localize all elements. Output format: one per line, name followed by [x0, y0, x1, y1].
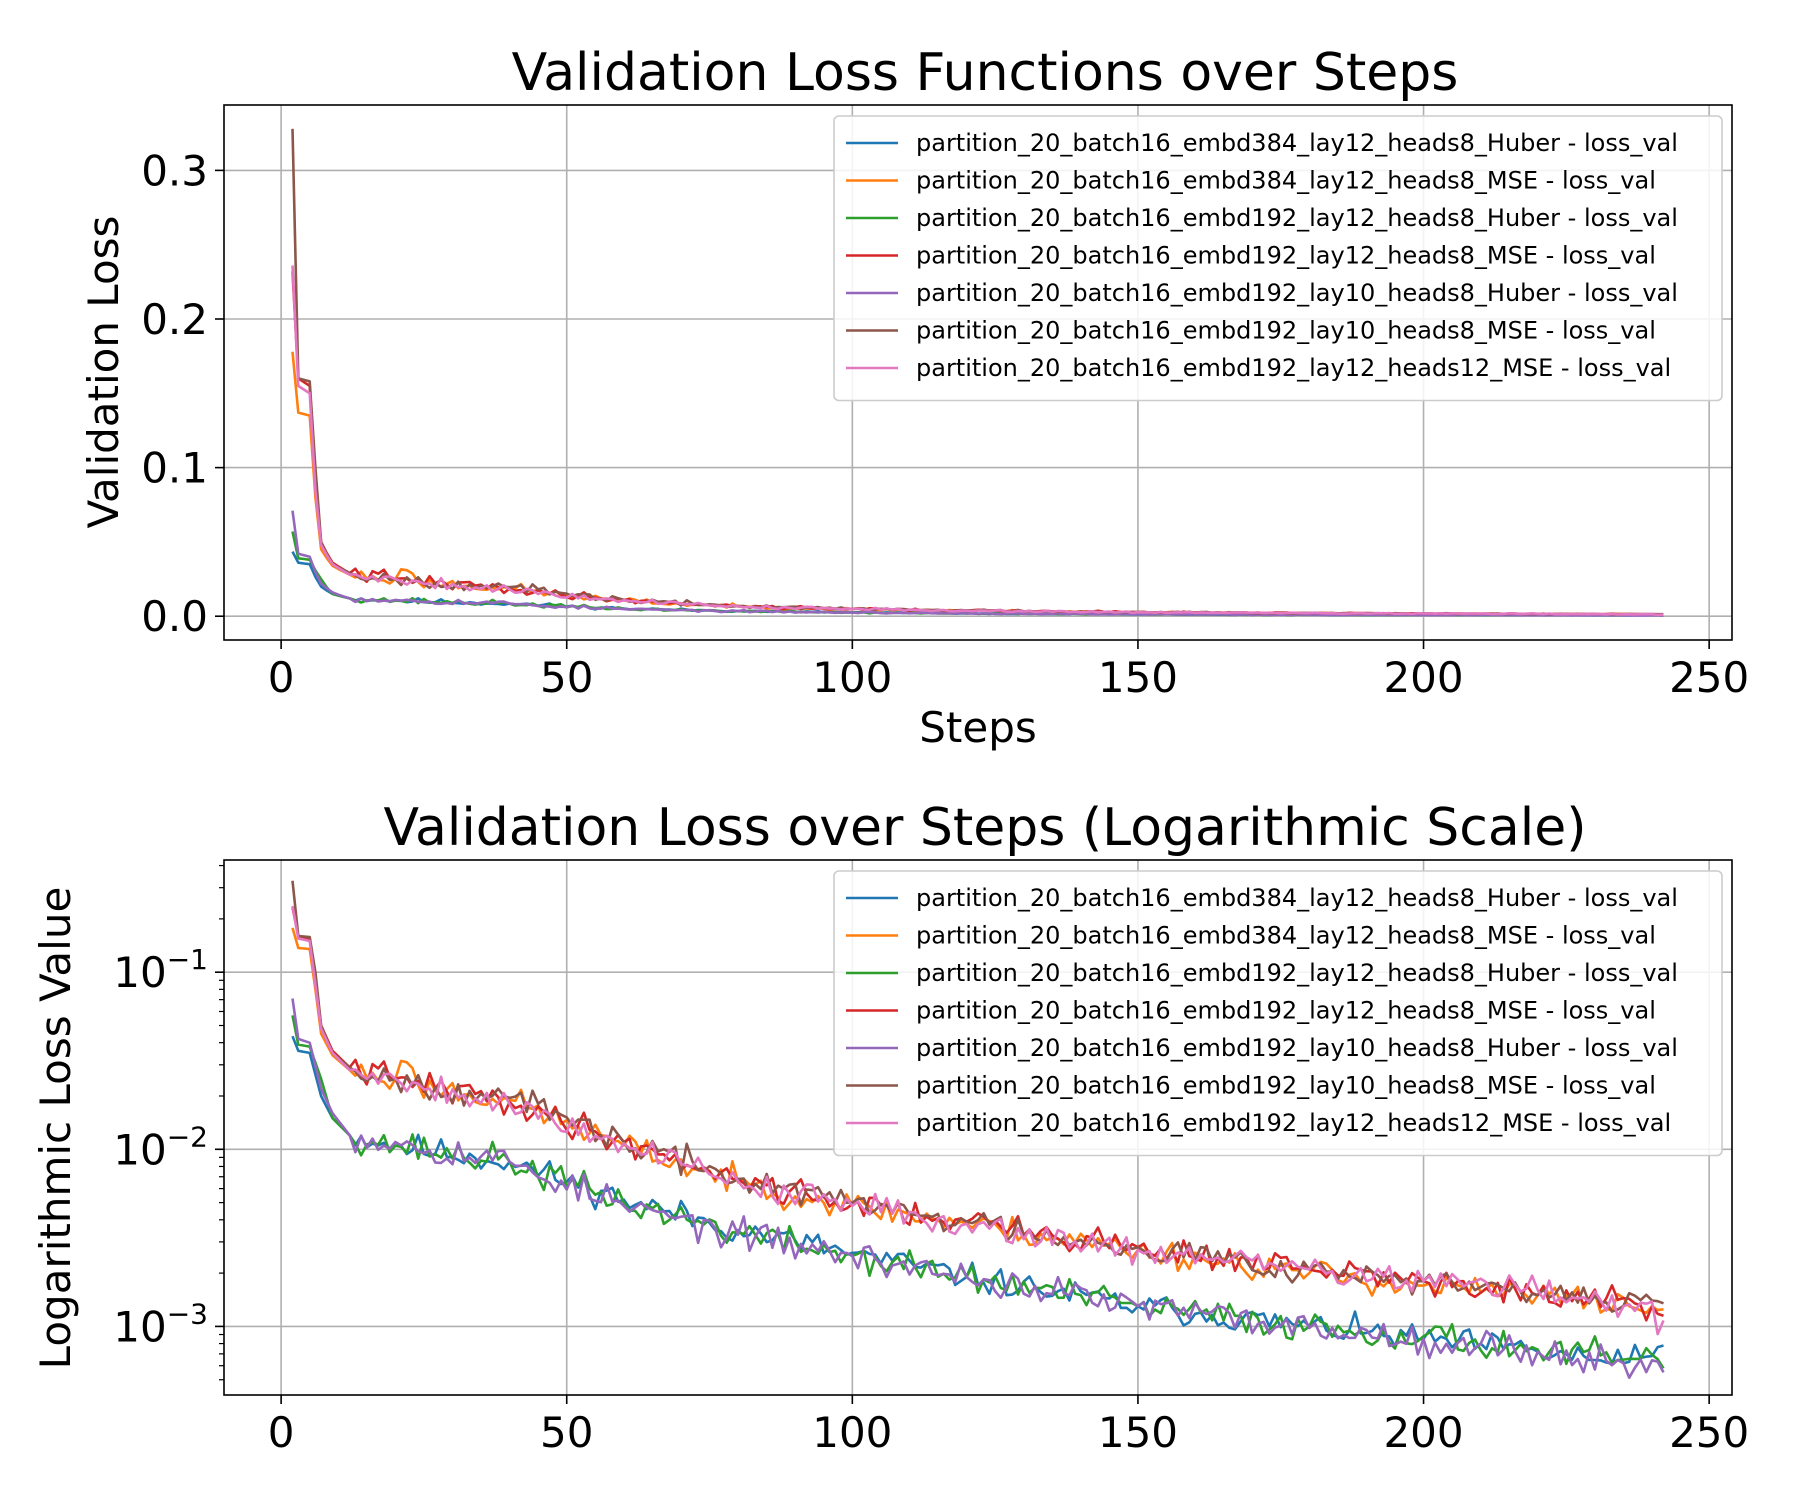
series-line — [291, 1015, 1665, 1369]
legend-label: partition_20_batch16_embd192_lay12_heads… — [916, 1109, 1671, 1137]
series-line — [291, 265, 1664, 617]
y-tick-label: 0.0 — [141, 592, 208, 641]
x-tick-label: 100 — [812, 653, 892, 702]
x-tick-label: 50 — [540, 653, 593, 702]
legend-box — [833, 870, 1723, 1157]
y-axis-label: Logarithmic Loss Value — [31, 887, 80, 1370]
legend-label: partition_20_batch16_embd384_lay12_heads… — [916, 884, 1678, 912]
legend-label: partition_20_batch16_embd384_lay12_heads… — [916, 129, 1678, 157]
legend-label: partition_20_batch16_embd192_lay10_heads… — [916, 317, 1656, 345]
x-tick-label: 250 — [1669, 1408, 1749, 1457]
legend-label: partition_20_batch16_embd192_lay12_heads… — [916, 354, 1671, 382]
y-tick-label: 10−2 — [113, 1120, 208, 1174]
series-lines — [291, 128, 1664, 617]
series-line — [291, 510, 1664, 617]
x-tick-label: 250 — [1669, 653, 1749, 702]
legend-label: partition_20_batch16_embd384_lay12_heads… — [916, 167, 1656, 195]
legend-label: partition_20_batch16_embd192_lay12_heads… — [916, 242, 1656, 270]
legend: partition_20_batch16_embd384_lay12_heads… — [833, 115, 1723, 402]
plot-frame — [223, 859, 1733, 1396]
y-tick-label: 0.2 — [141, 295, 208, 344]
legend-label: partition_20_batch16_embd192_lay10_heads… — [916, 279, 1678, 307]
log-loss-chart: Validation Loss over Steps (Logarithmic … — [31, 798, 1749, 1457]
legend: partition_20_batch16_embd384_lay12_heads… — [833, 870, 1723, 1157]
legend-box — [833, 115, 1723, 402]
y-tick-label: 0.1 — [141, 444, 208, 493]
chart-title: Validation Loss over Steps (Logarithmic … — [383, 798, 1586, 858]
x-tick-label: 50 — [540, 1408, 593, 1457]
legend-label: partition_20_batch16_embd192_lay10_heads… — [916, 1072, 1656, 1100]
y-axis-label: Validation Loss — [79, 216, 128, 529]
y-tick-label: 0.3 — [141, 146, 208, 195]
x-tick-label: 150 — [1098, 1408, 1178, 1457]
legend-label: partition_20_batch16_embd384_lay12_heads… — [916, 922, 1656, 950]
tick-labels: 0 50 100 150 200 250 10−3 10−2 10−1 — [113, 864, 1749, 1457]
x-tick-label: 150 — [1098, 653, 1178, 702]
x-tick-label: 0 — [268, 1408, 295, 1457]
linear-loss-chart: Validation Loss Functions over Steps 0 50… — [79, 43, 1749, 752]
series-line — [291, 927, 1664, 1315]
series-line — [291, 907, 1664, 1322]
x-tick-label: 0 — [268, 653, 295, 702]
chart-title: Validation Loss Functions over Steps — [512, 43, 1459, 103]
plot-frame — [223, 104, 1733, 641]
legend-label: partition_20_batch16_embd192_lay12_heads… — [916, 204, 1678, 232]
legend-label: partition_20_batch16_embd192_lay12_heads… — [916, 959, 1678, 987]
legend-label: partition_20_batch16_embd192_lay12_heads… — [916, 997, 1656, 1025]
legend-label: partition_20_batch16_embd192_lay10_heads… — [916, 1034, 1678, 1062]
x-axis-label: Steps — [919, 703, 1037, 752]
y-tick-label: 10−1 — [113, 943, 208, 997]
tick-labels: 0 50 100 150 200 250 0.0 0.1 0.2 0.3 — [141, 146, 1749, 702]
y-tick-label: 10−3 — [113, 1297, 208, 1351]
series-line — [291, 998, 1665, 1379]
x-tick-label: 100 — [812, 1408, 892, 1457]
x-tick-label: 200 — [1383, 653, 1463, 702]
x-tick-label: 200 — [1383, 1408, 1463, 1457]
series-line — [291, 905, 1665, 1336]
series-lines — [291, 880, 1665, 1379]
